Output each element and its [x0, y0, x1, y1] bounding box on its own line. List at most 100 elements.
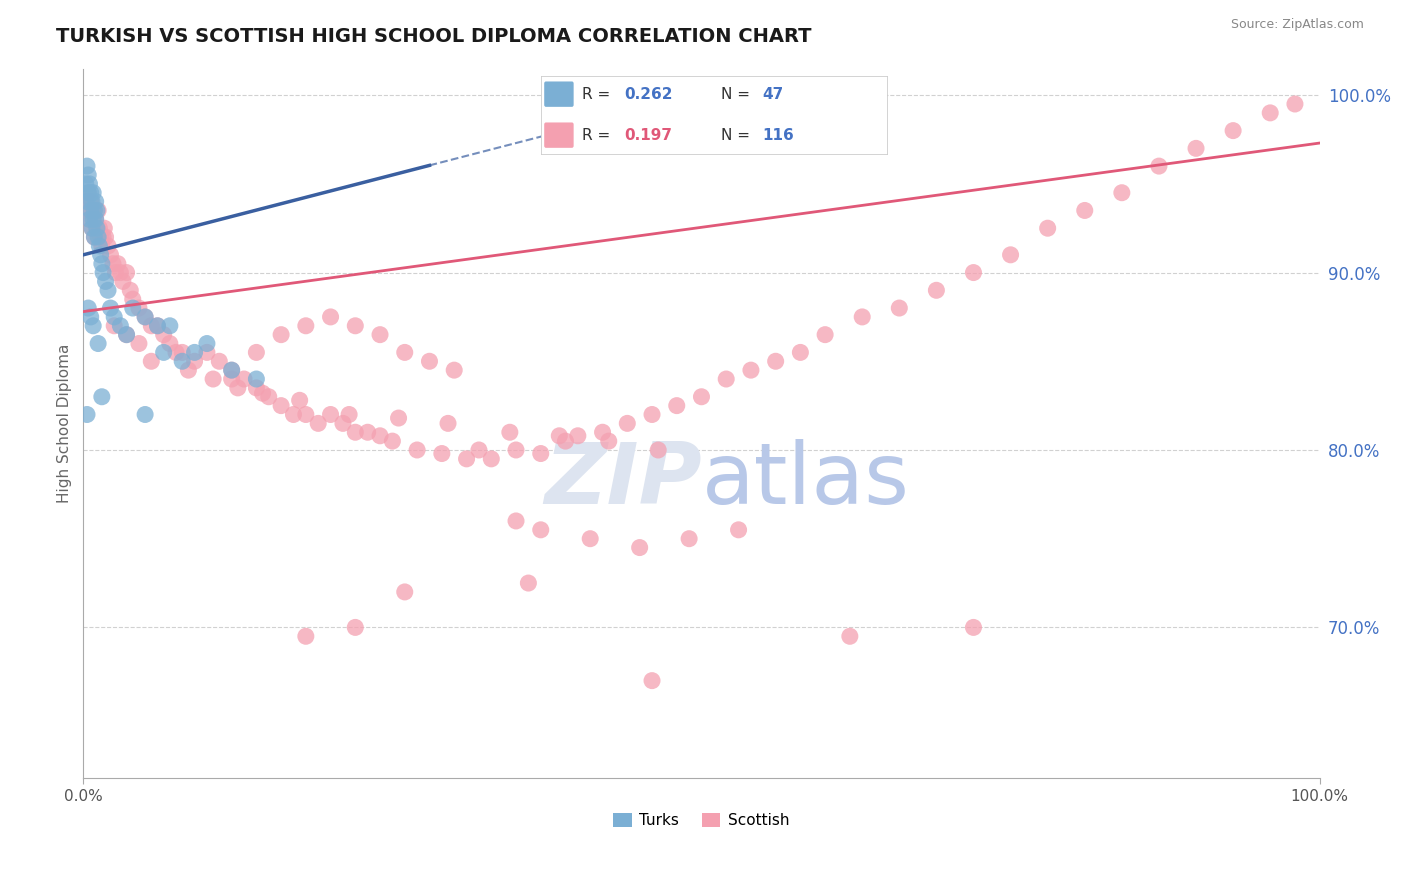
- Point: [177, 363, 200, 377]
- Point: [195, 336, 218, 351]
- Point: [270, 399, 292, 413]
- Point: [134, 310, 156, 324]
- Point: [80, 310, 103, 324]
- Point: [172, 345, 194, 359]
- Point: [789, 345, 811, 359]
- Point: [103, 310, 125, 324]
- Point: [152, 327, 174, 342]
- Point: [962, 620, 984, 634]
- Point: [245, 372, 267, 386]
- Point: [1222, 123, 1244, 137]
- Point: [100, 248, 122, 262]
- Point: [159, 318, 181, 333]
- Point: [86, 203, 108, 218]
- Point: [101, 257, 124, 271]
- Point: [727, 523, 749, 537]
- Point: [128, 301, 150, 315]
- Point: [94, 275, 117, 289]
- Point: [79, 212, 101, 227]
- Point: [394, 345, 416, 359]
- Point: [295, 408, 318, 422]
- Point: [83, 203, 105, 218]
- Point: [82, 212, 104, 227]
- Point: [332, 417, 354, 431]
- Point: [80, 221, 103, 235]
- Point: [295, 629, 318, 643]
- Point: [75, 194, 97, 209]
- Point: [208, 354, 231, 368]
- Point: [226, 381, 249, 395]
- Point: [889, 301, 911, 315]
- Point: [406, 442, 429, 457]
- Point: [344, 425, 367, 440]
- Point: [344, 318, 367, 333]
- Point: [665, 399, 688, 413]
- Point: [678, 532, 700, 546]
- Point: [418, 354, 440, 368]
- Point: [245, 381, 267, 395]
- Point: [82, 186, 104, 200]
- Point: [437, 417, 460, 431]
- Point: [195, 345, 218, 359]
- Point: [84, 212, 107, 227]
- Point: [84, 212, 107, 227]
- Text: Source: ZipAtlas.com: Source: ZipAtlas.com: [1230, 18, 1364, 31]
- Point: [159, 336, 181, 351]
- Point: [381, 434, 404, 449]
- Point: [115, 266, 138, 280]
- Point: [628, 541, 651, 555]
- Y-axis label: High School Diploma: High School Diploma: [58, 343, 72, 503]
- Point: [1258, 106, 1281, 120]
- Text: TURKISH VS SCOTTISH HIGH SCHOOL DIPLOMA CORRELATION CHART: TURKISH VS SCOTTISH HIGH SCHOOL DIPLOMA …: [56, 27, 811, 45]
- Point: [307, 417, 329, 431]
- Point: [283, 408, 305, 422]
- Point: [1185, 141, 1208, 155]
- Point: [647, 442, 669, 457]
- Point: [394, 585, 416, 599]
- Point: [76, 159, 98, 173]
- Point: [121, 292, 143, 306]
- Point: [93, 221, 115, 235]
- Point: [90, 257, 112, 271]
- Point: [690, 390, 713, 404]
- Point: [110, 266, 132, 280]
- Point: [319, 310, 342, 324]
- Point: [592, 425, 614, 440]
- Point: [100, 301, 122, 315]
- Point: [80, 194, 103, 209]
- Point: [134, 310, 156, 324]
- Point: [499, 425, 522, 440]
- Point: [97, 283, 120, 297]
- Point: [814, 327, 837, 342]
- Point: [90, 248, 112, 262]
- Text: atlas: atlas: [702, 439, 910, 522]
- Point: [257, 390, 280, 404]
- Point: [83, 230, 105, 244]
- Point: [97, 239, 120, 253]
- Point: [76, 408, 98, 422]
- Point: [252, 386, 274, 401]
- Point: [91, 266, 114, 280]
- Point: [82, 318, 104, 333]
- Point: [152, 345, 174, 359]
- Point: [1036, 221, 1059, 235]
- Point: [567, 429, 589, 443]
- Point: [598, 434, 620, 449]
- Point: [337, 408, 360, 422]
- Point: [851, 310, 873, 324]
- Point: [128, 336, 150, 351]
- Point: [368, 327, 391, 342]
- Point: [115, 327, 138, 342]
- Point: [548, 429, 571, 443]
- Point: [962, 266, 984, 280]
- Point: [505, 442, 527, 457]
- Point: [616, 417, 638, 431]
- Point: [91, 230, 114, 244]
- Point: [141, 354, 163, 368]
- Point: [641, 408, 664, 422]
- Point: [94, 230, 117, 244]
- Point: [233, 372, 256, 386]
- Point: [468, 442, 491, 457]
- Point: [115, 327, 138, 342]
- Point: [141, 318, 163, 333]
